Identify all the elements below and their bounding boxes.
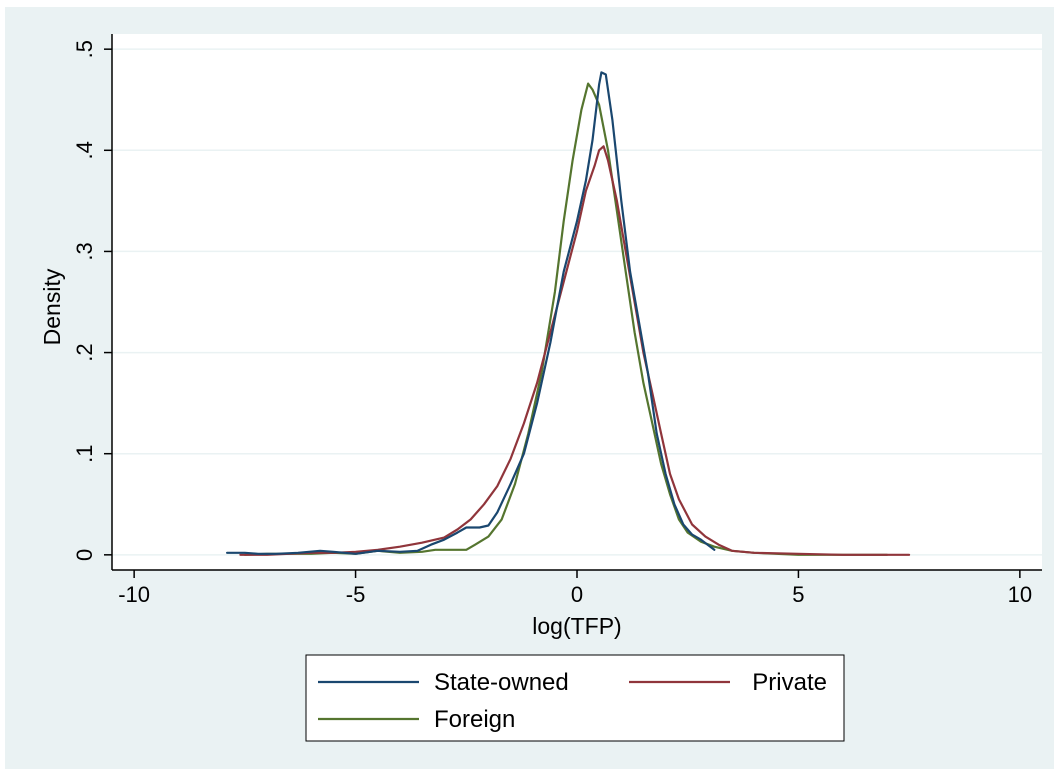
y-tick-label: .3 [72, 242, 97, 260]
y-tick-label: .1 [72, 445, 97, 463]
x-tick-label: 0 [571, 582, 583, 607]
legend-label-foreign: Foreign [434, 706, 515, 733]
density-chart: 0 .1 .2 .3 .4 .5 -10 -5 0 5 10 log(TFP) Density St… [39, 34, 1042, 742]
y-tick-label: 0 [72, 549, 97, 561]
x-tick-label: 5 [792, 582, 804, 607]
y-tick-label: .5 [72, 40, 97, 58]
legend-label-state-owned: State-owned [434, 669, 569, 696]
x-tick-label: -5 [346, 582, 366, 607]
x-tick-label: 10 [1008, 582, 1032, 607]
legend-box [305, 654, 845, 742]
series-line-state-owned [226, 71, 716, 555]
legend: State-owned Private Foreign [305, 654, 845, 742]
series-line-private [239, 145, 911, 556]
chart-figure: 0 .1 .2 .3 .4 .5 -10 -5 0 5 10 log(TFP) Density St… [5, 7, 1054, 769]
y-axis-title: Density [39, 268, 65, 345]
x-axis-title: log(TFP) [532, 613, 621, 639]
plot-area [112, 34, 1042, 570]
y-tick-label: .4 [72, 141, 97, 159]
y-tick-label: .2 [72, 343, 97, 361]
legend-label-private: Private [752, 669, 827, 696]
x-tick-label: -10 [118, 582, 150, 607]
